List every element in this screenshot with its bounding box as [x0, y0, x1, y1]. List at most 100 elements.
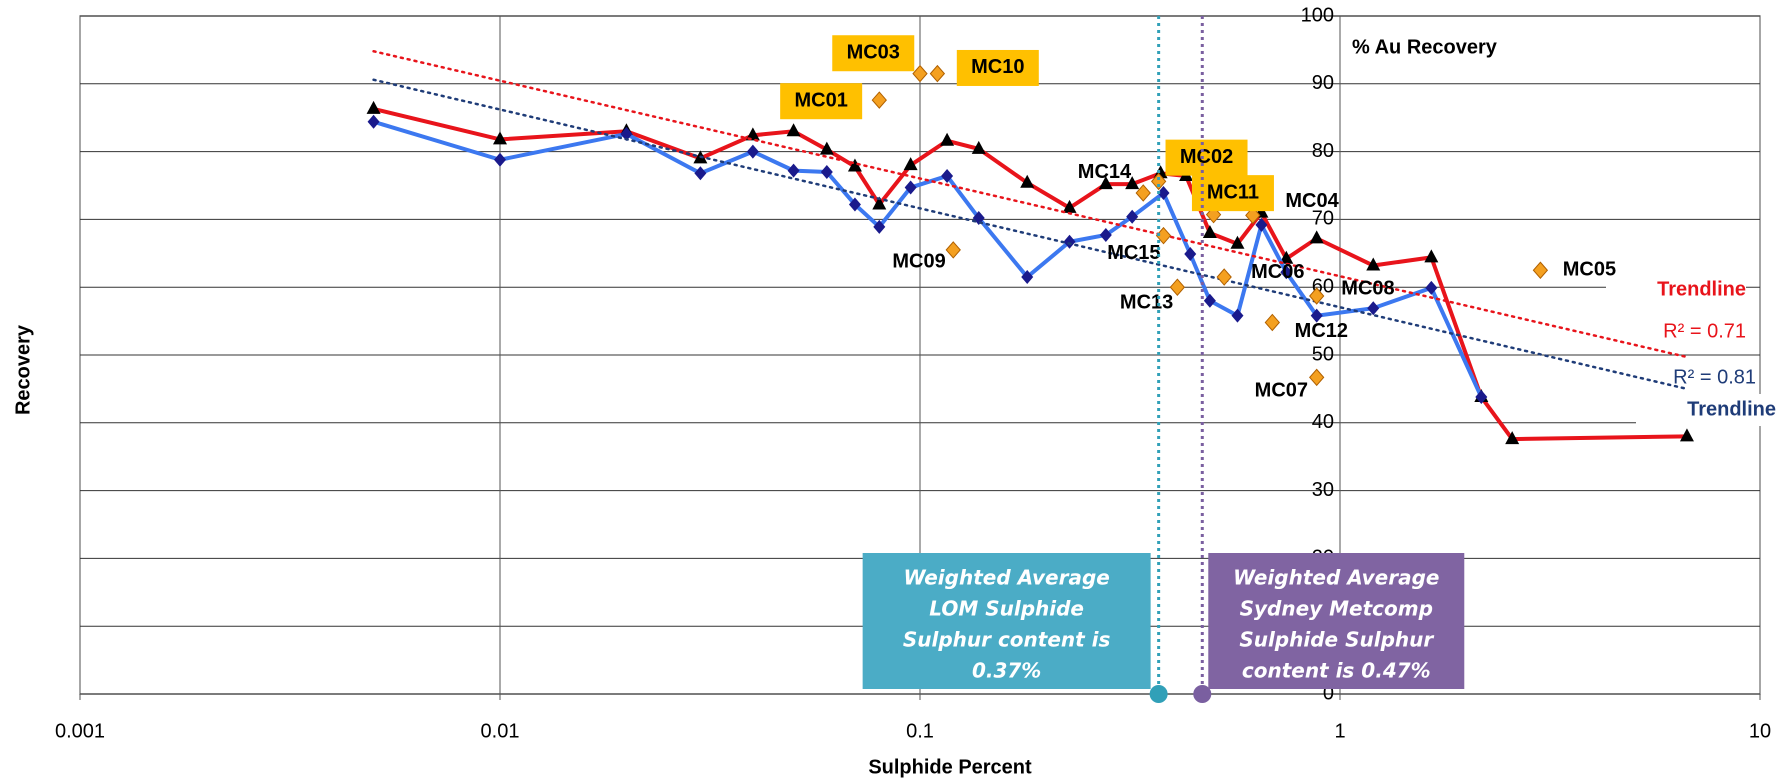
- series-line: [371, 106, 1689, 442]
- diamond-marker: [746, 144, 759, 159]
- marker-text: LOM Sulphide: [929, 597, 1084, 621]
- diamond-marker: [1021, 270, 1034, 285]
- x-tick-label: 0.01: [481, 720, 520, 742]
- sample-label: MC13: [1120, 291, 1173, 313]
- diamond-marker: [1255, 217, 1268, 232]
- triangle-marker: [1679, 428, 1694, 442]
- marker-text: Sulphide Sulphur: [1239, 628, 1434, 652]
- sample-point: [1309, 287, 1325, 305]
- diamond-marker: [1280, 265, 1293, 280]
- diamond-marker: [1203, 293, 1216, 308]
- sample-label-box: [780, 83, 863, 120]
- diamond-marker: [1475, 390, 1488, 405]
- sample-point: [1169, 278, 1186, 296]
- y-tick-label: 30: [1312, 479, 1334, 501]
- sample-point: [1532, 261, 1549, 280]
- trend-label: Trendline: [1687, 398, 1776, 420]
- sample-label: MC04: [1285, 190, 1339, 212]
- diamond-marker: [1310, 308, 1323, 323]
- marker-text: Weighted Average: [1233, 566, 1439, 590]
- diamond-marker: [367, 114, 380, 129]
- diamond-marker: [694, 166, 707, 181]
- sample-point: [1245, 206, 1261, 225]
- triangle-marker: [1125, 176, 1140, 190]
- y-axis-label: Recovery: [12, 324, 34, 415]
- triangle-marker: [1279, 250, 1294, 264]
- triangle-marker: [872, 196, 887, 210]
- trend-label-bg: [1636, 394, 1776, 426]
- triangle-marker: [1309, 230, 1324, 244]
- marker-text: Sulphur content is: [903, 628, 1111, 652]
- sample-label: MC07: [1255, 379, 1308, 401]
- sample-label: MC03: [847, 42, 900, 64]
- y-tick-label: 40: [1312, 411, 1334, 433]
- trend-label: Trendline: [1657, 278, 1746, 300]
- triangle-marker: [971, 140, 986, 154]
- triangle-marker: [1202, 224, 1217, 238]
- triangle-marker: [1230, 235, 1245, 249]
- diamond-marker: [941, 169, 954, 184]
- sample-label: MC08: [1341, 277, 1394, 299]
- y-tick-label: 50: [1312, 343, 1334, 365]
- sample-label: MC01: [794, 89, 847, 111]
- diamond-marker: [873, 219, 886, 234]
- sample-point: [871, 91, 887, 109]
- x-tick-label: 0.1: [906, 720, 934, 742]
- sample-label: MC12: [1295, 320, 1348, 342]
- x-tick-label: 10: [1749, 720, 1771, 742]
- marker-text: Weighted Average: [903, 566, 1109, 590]
- series-line: [371, 119, 1484, 400]
- triangle-marker: [1098, 176, 1113, 190]
- diamond-marker: [620, 126, 633, 141]
- sample-label-box: [1191, 175, 1274, 212]
- triangle-marker: [940, 132, 955, 146]
- sample-label-box: [956, 49, 1039, 86]
- sample-label: MC15: [1107, 242, 1160, 264]
- marker-box: [1208, 553, 1465, 689]
- sample-point: [1216, 268, 1232, 286]
- marker-text: 0.37%: [972, 659, 1041, 683]
- diamond-marker: [1425, 280, 1438, 295]
- sample-point: [1309, 368, 1325, 387]
- trendline: [372, 50, 1689, 359]
- x-tick-label: 0.001: [55, 720, 105, 742]
- sample-label: MC10: [971, 56, 1024, 78]
- sample-label: MC06: [1251, 261, 1304, 283]
- y-tick-label: 90: [1312, 72, 1334, 94]
- triangle-marker: [366, 100, 381, 114]
- triangle-marker: [493, 131, 507, 145]
- diamond-marker: [1231, 308, 1244, 323]
- sample-label-box: [1165, 139, 1248, 176]
- sample-point: [1150, 172, 1167, 191]
- diamond-marker: [1367, 301, 1380, 316]
- triangle-marker: [1505, 431, 1520, 445]
- diamond-marker: [1063, 234, 1076, 249]
- diamond-marker: [904, 180, 917, 195]
- triangle-marker: [1366, 257, 1381, 271]
- diamond-marker: [1157, 185, 1170, 200]
- sample-point: [929, 64, 946, 83]
- sample-point: [1135, 184, 1151, 202]
- triangle-marker: [786, 123, 801, 137]
- y-tick-label: 100: [1301, 4, 1334, 26]
- triangle-marker: [745, 127, 760, 141]
- sample-point: [912, 64, 928, 83]
- r-squared: R² = 0.71: [1663, 320, 1746, 342]
- diamond-marker: [848, 197, 861, 212]
- sample-point: [945, 241, 961, 259]
- diamond-marker: [1099, 227, 1112, 242]
- y-tick-label: 0: [1323, 682, 1334, 704]
- trendline: [372, 78, 1689, 391]
- y-tick-label: 80: [1312, 140, 1334, 162]
- sample-label-box: [832, 35, 915, 72]
- triangle-marker: [1062, 199, 1077, 213]
- triangle-marker: [903, 157, 918, 171]
- sample-label: MC11: [1207, 181, 1259, 203]
- triangle-marker: [1424, 249, 1439, 263]
- axis-title: % Au Recovery: [1352, 36, 1498, 58]
- x-axis-label: Sulphide Percent: [868, 756, 1032, 778]
- diamond-marker: [494, 152, 506, 167]
- diamond-marker: [1126, 209, 1139, 224]
